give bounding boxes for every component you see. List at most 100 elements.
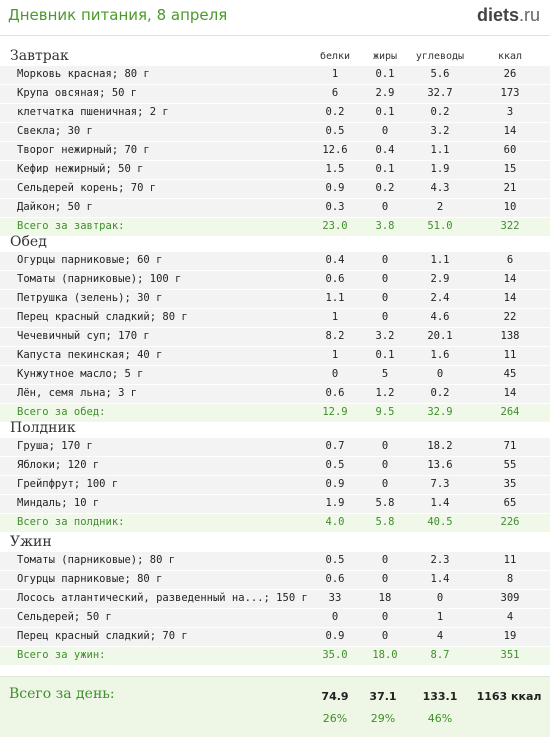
kcal-value: 138 [500, 330, 520, 342]
total-label: Всего за ужин: [17, 649, 106, 661]
fat-value: 0 [381, 292, 389, 304]
protein-value: 12.6 [322, 144, 348, 156]
food-row: Кефир нежирный; 50 г 1.5 0.1 1.9 15 [0, 161, 550, 180]
food-row: Морковь красная; 80 г 1 0.1 5.6 26 [0, 66, 550, 85]
carbs-value: 4.6 [430, 311, 450, 323]
carbs-value: 1.6 [430, 349, 450, 361]
kcal-value: 65 [503, 497, 517, 509]
food-name: Крупа овсяная; 50 г [17, 87, 138, 99]
food-row: Перец красный сладкий; 70 г 0.9 0 4 19 [0, 628, 550, 647]
fat-value: 0.2 [375, 182, 395, 194]
protein-value: 33 [328, 592, 342, 604]
protein-value: 1 [331, 311, 339, 323]
fat-value: 0 [381, 611, 389, 623]
food-row: Сельдерей; 50 г 0 0 1 4 [0, 609, 550, 628]
food-row: Творог нежирный; 70 г 12.6 0.4 1.1 60 [0, 142, 550, 161]
fat-value: 2.9 [375, 87, 395, 99]
food-name: Груша; 170 г [17, 440, 93, 452]
column-header-protein: белки [319, 51, 351, 62]
page-title: Дневник питания, 8 апреля [8, 6, 228, 24]
food-row: Петрушка (зелень); 30 г 1.1 0 2.4 14 [0, 290, 550, 309]
kcal-value: 19 [503, 630, 517, 642]
carbs-value: 0 [436, 368, 444, 380]
kcal-value: 6 [506, 254, 514, 266]
kcal-value: 60 [503, 144, 517, 156]
fat-value: 18.0 [372, 649, 398, 661]
kcal-value: 11 [503, 349, 517, 361]
kcal-value: 3 [506, 106, 514, 118]
day-protein-pct: 26% [322, 712, 348, 725]
fat-value: 0 [381, 630, 389, 642]
protein-value: 0 [331, 611, 339, 623]
meal-section: Ужин Томаты (парниковые); 80 г 0.5 0 2.3 11 Ог… [0, 532, 550, 666]
fat-value: 5.8 [375, 516, 395, 528]
food-name: клетчатка пшеничная; 2 г [17, 106, 169, 118]
carbs-value: 8.7 [430, 649, 450, 661]
food-row: Миндаль; 10 г 1.9 5.8 1.4 65 [0, 495, 550, 514]
fat-value: 0 [381, 478, 389, 490]
fat-value: 3.2 [375, 330, 395, 342]
food-name: Творог нежирный; 70 г [17, 144, 150, 156]
page-header: Дневник питания, 8 апреля diets.ru [0, 0, 550, 34]
meal-total-row: Всего за завтрак: 23.0 3.8 51.0 322 [0, 218, 550, 237]
day-fat-pct: 29% [370, 712, 396, 725]
food-row: Огурцы парниковые; 80 г 0.6 0 1.4 8 [0, 571, 550, 590]
day-kcal: 1163 ккал [476, 690, 542, 703]
day-carbs: 133.1 [422, 690, 458, 703]
protein-value: 12.9 [322, 406, 348, 418]
food-name: Морковь красная; 80 г [17, 68, 150, 80]
column-header-carbs: углеводы [415, 51, 465, 62]
logo-main: diets [476, 5, 519, 25]
carbs-value: 13.6 [427, 459, 453, 471]
fat-value: 0 [381, 459, 389, 471]
carbs-value: 1.4 [430, 573, 450, 585]
day-total-box: Всего за день: 74.9 37.1 133.1 1163 ккал… [0, 676, 550, 737]
protein-value: 1 [331, 68, 339, 80]
carbs-value: 1 [436, 611, 444, 623]
kcal-value: 55 [503, 459, 517, 471]
carbs-value: 4.3 [430, 182, 450, 194]
kcal-value: 14 [503, 292, 517, 304]
protein-value: 1 [331, 349, 339, 361]
carbs-value: 4 [436, 630, 444, 642]
site-logo[interactable]: diets.ru [477, 5, 540, 26]
food-name: Свекла; 30 г [17, 125, 93, 137]
food-row: Чечевичный суп; 170 г 8.2 3.2 20.1 138 [0, 328, 550, 347]
fat-value: 9.5 [375, 406, 395, 418]
meal-header: Ужин [0, 532, 550, 552]
protein-value: 8.2 [325, 330, 345, 342]
carbs-value: 40.5 [427, 516, 453, 528]
fat-value: 0 [381, 125, 389, 137]
food-row: Лён, семя льна; 3 г 0.6 1.2 0.2 14 [0, 385, 550, 404]
meal-name: Полдник [10, 420, 76, 436]
food-name: Огурцы парниковые; 80 г [17, 573, 163, 585]
kcal-value: 35 [503, 478, 517, 490]
food-name: Капуста пекинская; 40 г [17, 349, 163, 361]
meal-name: Завтрак [10, 48, 69, 64]
total-label: Всего за полдник: [17, 516, 125, 528]
food-row: Свекла; 30 г 0.5 0 3.2 14 [0, 123, 550, 142]
protein-value: 1.9 [325, 497, 345, 509]
total-label: Всего за обед: [17, 406, 106, 418]
protein-value: 0.4 [325, 254, 345, 266]
protein-value: 0.6 [325, 387, 345, 399]
kcal-value: 14 [503, 125, 517, 137]
carbs-value: 20.1 [427, 330, 453, 342]
fat-value: 0 [381, 311, 389, 323]
food-row: Яблоки; 120 г 0.5 0 13.6 55 [0, 457, 550, 476]
protein-value: 0.7 [325, 440, 345, 452]
carbs-value: 2.9 [430, 273, 450, 285]
protein-value: 0.6 [325, 273, 345, 285]
food-name: Томаты (парниковые); 100 г [17, 273, 182, 285]
kcal-value: 21 [503, 182, 517, 194]
carbs-value: 0.2 [430, 106, 450, 118]
food-row: Огурцы парниковые; 60 г 0.4 0 1.1 6 [0, 252, 550, 271]
food-name: Лён, семя льна; 3 г [17, 387, 138, 399]
food-name: Кефир нежирный; 50 г [17, 163, 144, 175]
carbs-value: 1.4 [430, 497, 450, 509]
protein-value: 1.5 [325, 163, 345, 175]
fat-value: 0.1 [375, 349, 395, 361]
protein-value: 0.9 [325, 478, 345, 490]
kcal-value: 45 [503, 368, 517, 380]
protein-value: 23.0 [322, 220, 348, 232]
